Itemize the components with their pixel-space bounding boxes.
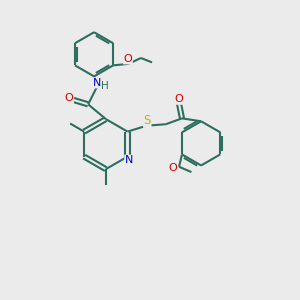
Text: O: O bbox=[65, 94, 74, 103]
Text: O: O bbox=[175, 94, 183, 104]
Text: N: N bbox=[125, 155, 133, 165]
Text: H: H bbox=[101, 81, 109, 91]
Text: S: S bbox=[143, 114, 151, 127]
Text: O: O bbox=[124, 54, 132, 64]
Text: O: O bbox=[168, 163, 177, 173]
Text: N: N bbox=[93, 78, 101, 88]
